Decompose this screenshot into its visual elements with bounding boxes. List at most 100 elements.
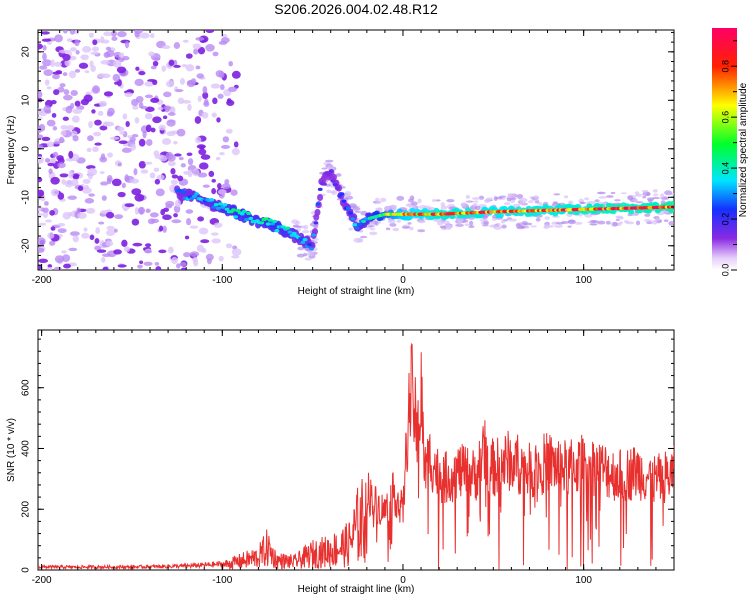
noise-blob — [367, 225, 375, 228]
noise-blob — [38, 107, 45, 115]
x-tick-label: 100 — [575, 575, 592, 586]
noise-blob — [412, 217, 421, 220]
colorbar-tick-label: 0.8 — [720, 60, 730, 73]
noise-blob — [228, 60, 233, 67]
noise-blob — [121, 147, 132, 153]
noise-blob — [103, 91, 114, 97]
noise-blob — [69, 30, 76, 35]
noise-blob — [89, 60, 94, 68]
noise-blob — [158, 249, 167, 254]
ridge-core — [231, 208, 236, 212]
noise-blob — [552, 201, 558, 205]
noise-blob — [41, 136, 51, 142]
noise-blob — [344, 191, 352, 196]
noise-blob — [143, 261, 153, 266]
noise-blob — [352, 207, 361, 211]
noise-blob — [187, 169, 193, 178]
ridge-halo — [556, 204, 563, 210]
noise-blob — [38, 134, 44, 139]
noise-blob — [131, 188, 142, 196]
noise-blob — [179, 77, 185, 85]
noise-blob — [74, 39, 80, 47]
noise-blob — [88, 32, 94, 38]
noise-blob — [144, 161, 153, 165]
noise-blob — [408, 198, 414, 203]
noise-blob — [296, 253, 305, 258]
noise-blob — [369, 227, 376, 231]
noise-blob — [145, 208, 151, 213]
noise-blob — [385, 227, 391, 231]
noise-blob — [187, 158, 194, 166]
noise-blob — [68, 247, 78, 252]
noise-blob — [186, 217, 192, 226]
noise-blob — [212, 97, 218, 105]
noise-blob — [63, 263, 72, 269]
noise-blob — [218, 255, 224, 262]
noise-blob — [153, 167, 160, 172]
noise-blob — [598, 196, 607, 199]
noise-blob — [465, 194, 471, 199]
noise-blob — [437, 220, 444, 226]
ridge-core — [311, 233, 317, 237]
noise-blob — [59, 173, 69, 178]
noise-blob — [376, 221, 382, 224]
colorbar-tick-label: 0.4 — [720, 162, 730, 175]
noise-blob — [446, 198, 455, 203]
noise-blob — [445, 225, 452, 230]
noise-blob — [178, 156, 184, 161]
noise-blob — [528, 200, 534, 204]
noise-blob — [59, 136, 65, 144]
noise-blob — [153, 57, 161, 61]
noise-blob — [620, 192, 627, 195]
ridge-core — [209, 198, 215, 202]
noise-blob — [183, 170, 190, 175]
y-tick-label: 10 — [21, 94, 32, 106]
noise-blob — [162, 214, 172, 221]
noise-blob — [102, 253, 111, 258]
noise-blob — [432, 218, 438, 222]
ridge-core — [274, 229, 280, 233]
noise-blob — [53, 266, 62, 270]
noise-blob — [197, 172, 208, 178]
ridge-core — [272, 219, 278, 223]
ridge-core — [306, 242, 312, 247]
noise-blob — [100, 36, 105, 44]
noise-blob — [38, 258, 48, 263]
noise-blob — [401, 226, 411, 229]
noise-blob — [112, 59, 122, 68]
ridge-core — [224, 207, 230, 211]
noise-blob — [129, 136, 136, 143]
noise-blob — [646, 197, 655, 202]
ridge-core — [267, 218, 273, 222]
noise-blob — [189, 251, 200, 257]
noise-blob — [100, 153, 106, 160]
noise-blob — [231, 148, 240, 156]
noise-blob — [68, 170, 74, 179]
noise-blob — [38, 222, 47, 226]
noise-blob — [212, 51, 219, 57]
noise-blob — [77, 212, 87, 219]
noise-blob — [101, 256, 106, 263]
noise-blob — [663, 219, 669, 222]
noise-blob — [303, 224, 309, 230]
noise-blob — [643, 219, 652, 222]
noise-blob — [297, 246, 305, 251]
noise-blob — [53, 89, 60, 96]
noise-blob — [651, 220, 658, 225]
ridge-core — [348, 211, 353, 215]
noise-blob — [435, 199, 441, 202]
ridge-core — [309, 247, 314, 251]
noise-blob — [74, 68, 81, 73]
noise-blob — [185, 209, 194, 214]
colorbar-tick-label: 0.2 — [720, 213, 730, 226]
noise-blob — [213, 222, 223, 228]
noise-blob — [121, 182, 126, 189]
noise-blob — [68, 211, 73, 217]
noise-blob — [111, 36, 118, 41]
noise-blob — [50, 99, 57, 105]
noise-blob — [47, 264, 53, 268]
noise-blob — [348, 227, 354, 231]
colorbar: 0.0 0.2 0.4 0.6 0.8 Normalized spectral ampl… — [712, 28, 749, 276]
noise-blob — [52, 151, 59, 158]
noise-blob — [189, 225, 199, 229]
